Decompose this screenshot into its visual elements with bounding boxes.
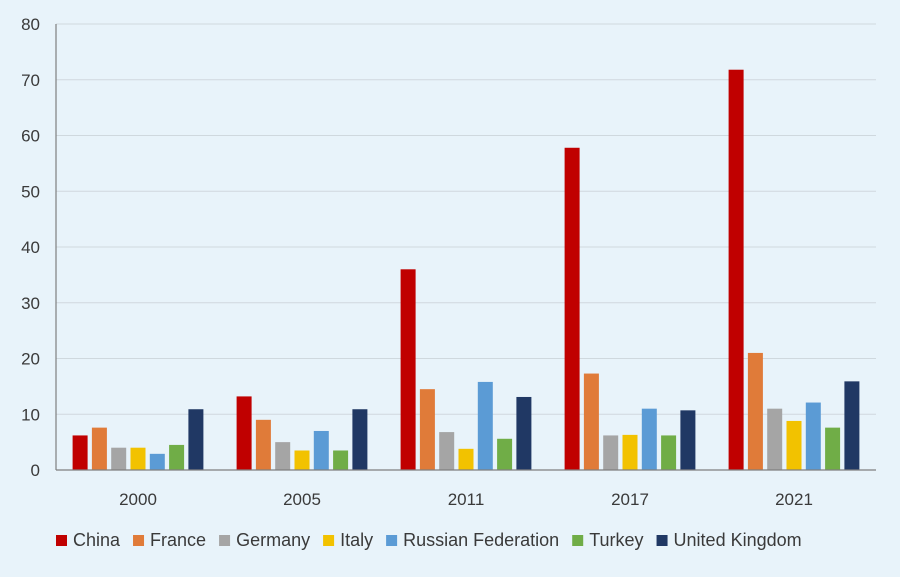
y-axis: 0 10 20 30 40 50 60 70 80 <box>21 15 57 480</box>
bar-russian-federation-2017 <box>641 408 657 470</box>
legend-swatch <box>323 535 335 546</box>
bar-turkey-2005 <box>333 450 349 470</box>
bar-germany-2005 <box>275 442 291 470</box>
x-tick-label: 2011 <box>448 490 485 509</box>
bar-italy-2017 <box>622 434 638 470</box>
bar-united-kingdom-2005 <box>352 409 368 470</box>
legend-swatch <box>656 535 668 546</box>
legend-item: France <box>133 530 206 550</box>
bar-germany-2021 <box>767 408 783 470</box>
bar-china-2017 <box>564 147 580 470</box>
legend-item: Russian Federation <box>386 530 559 550</box>
bar-china-2005 <box>236 396 252 470</box>
bar-china-2021 <box>728 69 744 470</box>
legend-label: China <box>73 530 121 550</box>
y-tick-label: 80 <box>21 15 40 34</box>
bar-united-kingdom-2017 <box>680 410 696 470</box>
legend-item: Turkey <box>572 530 644 550</box>
bar-russian-federation-2000 <box>149 453 165 470</box>
bar-united-kingdom-2011 <box>516 396 532 470</box>
x-tick-label: 2000 <box>119 490 157 509</box>
bar-russian-federation-2021 <box>805 402 821 470</box>
x-tick-label: 2005 <box>283 490 321 509</box>
bar-turkey-2021 <box>825 427 841 470</box>
legend-label: France <box>150 530 206 550</box>
y-tick-label: 20 <box>21 350 40 369</box>
y-tick-label: 30 <box>21 294 40 313</box>
y-tick-label: 10 <box>21 405 40 424</box>
bar-france-2017 <box>583 373 599 470</box>
x-tick-label: 2021 <box>775 490 813 509</box>
y-tick-label: 50 <box>21 182 40 201</box>
x-tick-label: 2017 <box>611 490 649 509</box>
legend-swatch <box>133 535 145 546</box>
legend-label: Turkey <box>589 530 643 550</box>
bar-russian-federation-2005 <box>313 430 329 470</box>
bar-france-2021 <box>747 352 763 470</box>
bar-france-2000 <box>91 427 107 470</box>
legend-label: Germany <box>236 530 310 550</box>
bar-germany-2011 <box>439 432 455 470</box>
bar-germany-2017 <box>603 435 619 470</box>
bar-united-kingdom-2021 <box>844 381 860 470</box>
legend-item: Germany <box>219 530 310 550</box>
bars <box>72 69 860 470</box>
bar-italy-2011 <box>458 448 474 470</box>
legend-label: United Kingdom <box>674 530 802 550</box>
bar-china-2011 <box>400 269 416 470</box>
bar-italy-2005 <box>294 450 310 470</box>
bar-united-kingdom-2000 <box>188 409 204 470</box>
bar-italy-2000 <box>130 447 146 470</box>
y-tick-label: 40 <box>21 238 40 257</box>
legend: China France Germany Italy Russian Federatio… <box>56 530 802 550</box>
x-axis: 2000 2005 2011 2017 2021 <box>56 469 876 509</box>
bar-turkey-2017 <box>661 435 677 470</box>
legend-swatch <box>219 535 231 546</box>
bar-china-2000 <box>72 435 88 470</box>
legend-label: Russian Federation <box>403 530 559 550</box>
bar-turkey-2011 <box>497 438 513 470</box>
bar-france-2011 <box>419 389 435 470</box>
y-tick-label: 70 <box>21 71 40 90</box>
legend-swatch <box>386 535 398 546</box>
legend-item: China <box>56 530 121 550</box>
legend-item: United Kingdom <box>656 530 802 550</box>
bar-germany-2000 <box>111 447 127 470</box>
legend-item: Italy <box>323 530 373 550</box>
y-tick-label: 0 <box>31 461 40 480</box>
legend-swatch <box>572 535 584 546</box>
bar-france-2005 <box>255 419 271 470</box>
bar-turkey-2000 <box>169 444 185 470</box>
legend-label: Italy <box>340 530 373 550</box>
legend-swatch <box>56 535 67 546</box>
bar-italy-2021 <box>786 420 802 470</box>
bar-russian-federation-2011 <box>477 381 493 470</box>
y-tick-label: 60 <box>21 127 40 146</box>
